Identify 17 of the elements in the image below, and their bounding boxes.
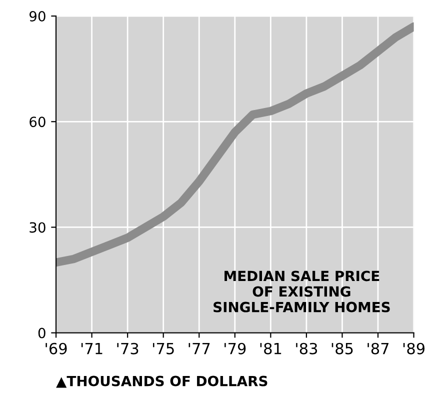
x-tick-label: '87 <box>368 342 388 354</box>
x-tick-label: '75 <box>153 343 174 354</box>
x-tick-label: '71 <box>81 343 102 354</box>
annotation: MEDIAN SALE PRICE OF EXISTING SINGLE-FAMILY HOMES <box>214 270 390 312</box>
x-tick-label: '77 <box>188 343 210 354</box>
x-tick-label: '81 <box>260 342 282 354</box>
y-tick-label: 0 <box>38 328 46 338</box>
y-tick-label: 90 <box>30 11 46 22</box>
x-tick-label: '69 <box>46 342 67 354</box>
x-tick-label: '89 <box>403 342 425 354</box>
y-tick-label: 30 <box>30 222 46 233</box>
x-tick-label: '83 <box>296 342 318 354</box>
x-tick-label: '73 <box>117 342 138 354</box>
y-tick-label: 60 <box>30 116 46 128</box>
x-tick-label: '85 <box>332 342 353 354</box>
text: ▲THOUSANDS OF DOLLARS <box>56 376 268 388</box>
x-tick-label: '79 <box>224 342 246 354</box>
